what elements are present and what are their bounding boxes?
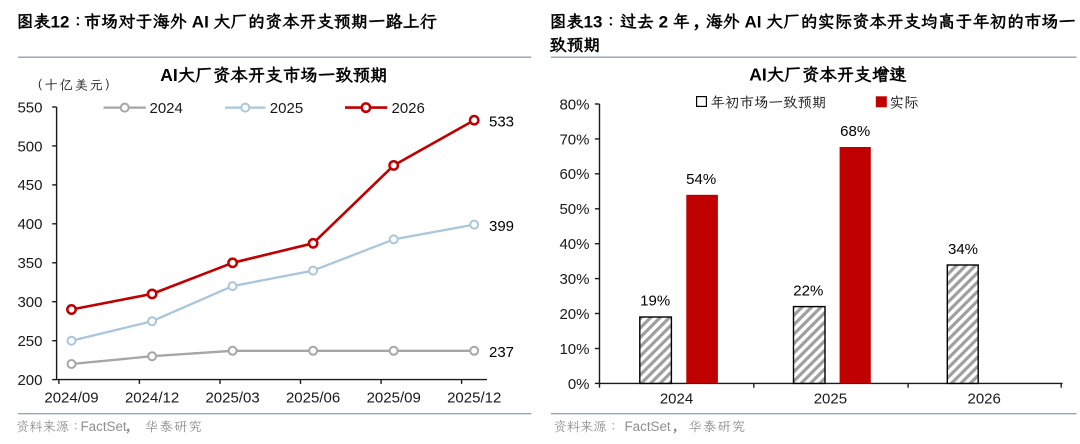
svg-text:12: 12 [51, 12, 70, 31]
svg-text:2024: 2024 [660, 390, 693, 407]
svg-text:2026: 2026 [968, 390, 1001, 407]
svg-text:60%: 60% [559, 166, 589, 183]
svg-text:FactSet: FactSet [81, 419, 127, 434]
svg-text:200: 200 [17, 372, 42, 389]
svg-text:237: 237 [489, 344, 514, 361]
svg-text:400: 400 [17, 216, 42, 233]
svg-text:250: 250 [17, 333, 42, 350]
svg-text:2024/09: 2024/09 [44, 390, 98, 407]
svg-text:2024/12: 2024/12 [125, 390, 179, 407]
svg-text:AI: AI [192, 12, 209, 31]
svg-text:2025: 2025 [814, 390, 847, 407]
svg-text:350: 350 [17, 255, 42, 272]
svg-text:2026: 2026 [392, 100, 425, 117]
svg-text:20%: 20% [559, 306, 589, 323]
svg-text:2024: 2024 [150, 100, 183, 117]
svg-text:550: 550 [17, 99, 42, 116]
svg-text:30%: 30% [559, 271, 589, 288]
svg-text:0%: 0% [568, 376, 590, 393]
svg-text:68%: 68% [840, 123, 870, 140]
svg-text:2025/06: 2025/06 [286, 390, 340, 407]
svg-text:40%: 40% [559, 236, 589, 253]
svg-text:399: 399 [489, 218, 514, 235]
svg-text:2025: 2025 [270, 100, 303, 117]
svg-text:19%: 19% [640, 293, 670, 310]
svg-text:13: 13 [584, 12, 603, 31]
svg-text:34%: 34% [948, 241, 978, 258]
svg-text:450: 450 [17, 177, 42, 194]
svg-text:AI: AI [749, 65, 767, 85]
svg-text:533: 533 [489, 114, 514, 131]
svg-text:AI: AI [160, 65, 178, 85]
svg-text:500: 500 [17, 138, 42, 155]
svg-text:2025/09: 2025/09 [367, 390, 421, 407]
svg-text:2: 2 [659, 12, 668, 31]
svg-text:AI: AI [745, 12, 762, 31]
svg-text:300: 300 [17, 294, 42, 311]
svg-text:FactSet: FactSet [625, 419, 671, 434]
svg-text:54%: 54% [686, 171, 716, 188]
svg-text:70%: 70% [559, 131, 589, 148]
svg-text:2025/03: 2025/03 [205, 390, 259, 407]
svg-text:2025/12: 2025/12 [447, 390, 501, 407]
svg-text:50%: 50% [559, 201, 589, 218]
svg-text:10%: 10% [559, 341, 589, 358]
svg-text:80%: 80% [559, 96, 589, 113]
svg-text:22%: 22% [793, 282, 823, 299]
